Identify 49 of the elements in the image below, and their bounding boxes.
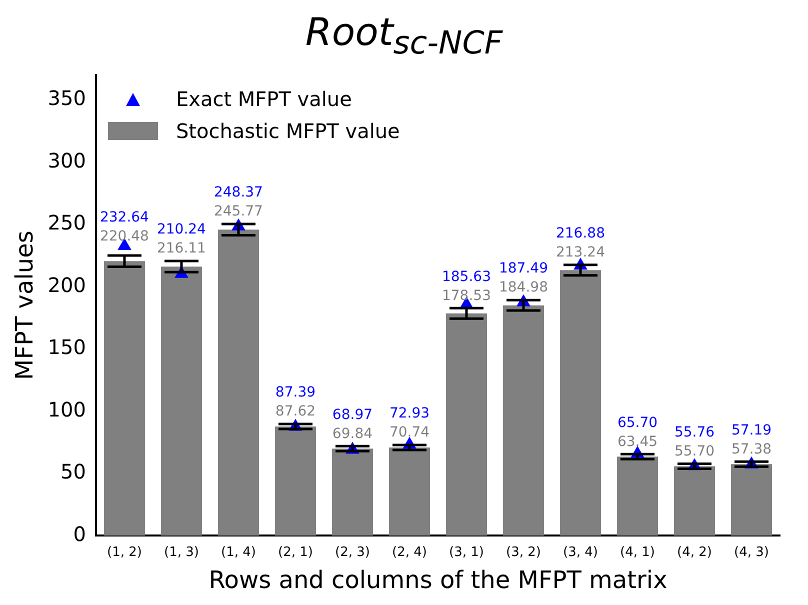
data-label: 55.70: [674, 443, 715, 460]
data-label: 87.62: [275, 404, 316, 420]
x-tick-label: (4, 2): [677, 544, 712, 560]
legend-label: Stochastic MFPT value: [176, 119, 400, 143]
data-label: 245.77: [214, 204, 263, 220]
x-tick-label: (1, 3): [164, 544, 199, 560]
y-tick-label: 300: [48, 148, 86, 172]
data-label: 63.45: [617, 434, 658, 450]
x-tick-label: (2, 1): [278, 544, 313, 560]
y-tick-label: 50: [60, 460, 86, 484]
x-tick-label: (1, 4): [221, 544, 256, 560]
x-tick-label: (2, 3): [335, 544, 370, 560]
data-label: 216.11: [156, 240, 206, 257]
x-axis-title: Rows and columns of the MFPT matrix: [208, 566, 668, 594]
data-label: 232.64: [100, 210, 150, 226]
data-label: 69.84: [332, 426, 373, 442]
data-label: 65.70: [617, 414, 658, 431]
x-tick-label: (4, 1): [620, 544, 655, 560]
data-label: 248.37: [214, 184, 263, 201]
y-axis-title: MFPT values: [10, 230, 39, 380]
x-tick-label: (1, 2): [107, 544, 142, 560]
x-tick-label: (2, 4): [392, 544, 427, 560]
y-tick-label: 150: [48, 335, 86, 360]
data-label: 178.53: [442, 288, 491, 304]
y-tick-label: 0: [73, 522, 86, 546]
data-label: 184.98: [498, 280, 548, 296]
y-tick-label: 200: [48, 272, 86, 297]
data-label: 210.24: [156, 222, 206, 238]
x-tick-label: (3, 4): [563, 544, 598, 560]
data-label: 216.88: [556, 226, 605, 242]
y-tick-label: 250: [48, 210, 86, 235]
data-label: 87.39: [275, 384, 316, 401]
data-label: 68.97: [332, 406, 373, 423]
x-tick-label: (3, 1): [449, 544, 484, 560]
data-label: 187.49: [498, 260, 548, 277]
data-label: 55.76: [674, 424, 715, 440]
y-tick-label: 350: [48, 86, 86, 110]
x-tick-label: (4, 3): [734, 544, 769, 560]
data-label: 185.63: [442, 268, 491, 285]
data-label: 70.74: [389, 424, 430, 441]
x-tick-label: (3, 2): [506, 544, 541, 560]
data-label: 72.93: [389, 406, 430, 422]
data-label: 57.38: [731, 441, 772, 458]
legend-label: Exact MFPT value: [176, 87, 352, 111]
chart-title: Root$_{sc-NCF}$: [304, 9, 504, 62]
y-tick-label: 100: [48, 397, 86, 422]
data-label: 220.48: [100, 228, 149, 245]
data-label: 57.19: [731, 422, 772, 438]
data-label: 213.24: [556, 244, 606, 261]
